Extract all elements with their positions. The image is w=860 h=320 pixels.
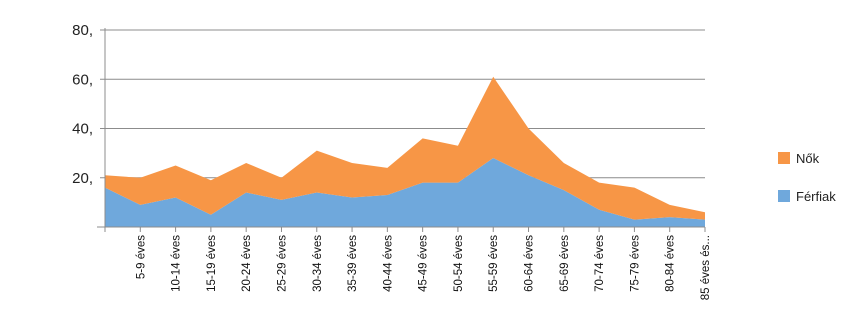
area-series-ferfiak xyxy=(105,158,705,227)
x-tick-label: 70-74 éves xyxy=(594,235,606,292)
x-tick-label: 20-24 éves xyxy=(241,235,253,292)
legend: Nők Férfiak xyxy=(778,146,836,222)
axes xyxy=(97,28,706,232)
x-tick-label: 60-64 éves xyxy=(524,235,536,292)
x-tick-label: 25-29 éves xyxy=(276,235,288,292)
x-tick-label: 85 éves és... xyxy=(700,235,712,300)
x-tick-label: 40-44 éves xyxy=(382,235,394,292)
x-axis-tick-labels: 5-9 éves 10-14 éves 15-19 éves 20-24 éves 25… xyxy=(135,235,712,300)
y-tick-label: 20, xyxy=(72,170,93,187)
legend-label-ferfiak: Férfiak xyxy=(796,188,836,204)
x-tick-label: 15-19 éves xyxy=(206,235,218,292)
x-tick-label: 65-69 éves xyxy=(559,235,571,292)
x-tick-label: 35-39 éves xyxy=(347,235,359,292)
x-tick-label: 30-34 éves xyxy=(312,235,324,292)
x-tick-label: 50-54 éves xyxy=(453,235,465,292)
y-tick-label: 40, xyxy=(72,121,93,138)
x-tick-label: 75-79 éves xyxy=(629,235,641,292)
x-tick-label: 55-59 éves xyxy=(488,235,500,292)
x-tick-label: 5-9 éves xyxy=(135,235,147,279)
y-tick-label: 80, xyxy=(72,22,93,39)
legend-item-ferfiak: Férfiak xyxy=(778,184,836,208)
x-tick-label: 10-14 éves xyxy=(171,235,183,292)
y-tick-label: 60, xyxy=(72,71,93,88)
legend-swatch-ferfiak xyxy=(778,190,790,202)
legend-item-nok: Nők xyxy=(778,146,836,170)
x-tick-label: 45-49 éves xyxy=(418,235,430,292)
x-tick-label: 80-84 éves xyxy=(665,235,677,292)
legend-label-nok: Nők xyxy=(796,150,820,166)
y-axis-tick-labels: 20, 40, 60, 80, xyxy=(72,22,93,187)
stacked-areas xyxy=(105,76,705,227)
legend-swatch-nok xyxy=(778,152,790,164)
area-series-nok xyxy=(105,76,705,220)
